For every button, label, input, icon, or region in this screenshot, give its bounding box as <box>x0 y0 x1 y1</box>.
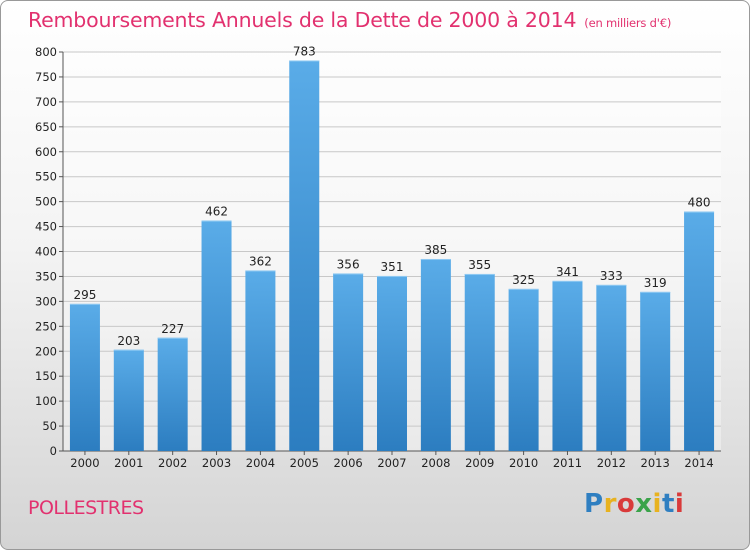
bar-value-label: 341 <box>556 265 579 279</box>
logo-letter: i <box>652 489 662 519</box>
bar <box>377 275 407 451</box>
bar-value-label: 319 <box>644 276 667 290</box>
y-tick-label: 50 <box>42 419 57 433</box>
x-tick-label: 2004 <box>246 456 275 470</box>
y-tick-label: 150 <box>35 369 57 383</box>
bar <box>464 273 495 451</box>
logo-letter: t <box>661 489 675 519</box>
x-tick-label: 2013 <box>641 456 670 470</box>
y-tick-label: 750 <box>35 70 57 84</box>
bar-value-label: 227 <box>161 322 184 336</box>
x-tick-label: 2002 <box>158 456 187 470</box>
town-name: POLLESTRES <box>28 497 144 519</box>
bar-value-label: 333 <box>600 269 623 283</box>
bar-value-label: 203 <box>117 334 140 348</box>
bar <box>333 273 364 451</box>
y-tick-label: 300 <box>35 294 57 308</box>
bar-value-label: 325 <box>512 273 535 287</box>
bar-value-label: 480 <box>688 196 711 210</box>
chart-title: Remboursements Annuels de la Dette de 20… <box>28 8 671 32</box>
y-tick-label: 400 <box>35 245 57 259</box>
bar <box>69 303 100 451</box>
x-tick-label: 2007 <box>377 456 406 470</box>
bar-value-label: 295 <box>73 288 96 302</box>
y-tick-label: 0 <box>50 444 57 458</box>
bar-value-label: 351 <box>381 260 404 274</box>
x-tick-label: 2014 <box>684 456 713 470</box>
y-tick-label: 450 <box>35 220 57 234</box>
y-tick-label: 550 <box>35 170 57 184</box>
y-tick-label: 250 <box>35 319 57 333</box>
y-tick-label: 200 <box>35 344 57 358</box>
y-tick-label: 800 <box>35 45 57 59</box>
y-tick-label: 600 <box>35 145 57 159</box>
bar-value-label: 462 <box>205 205 228 219</box>
x-tick-label: 2000 <box>70 456 99 470</box>
bar <box>245 270 276 451</box>
x-tick-label: 2008 <box>421 456 450 470</box>
y-tick-label: 650 <box>35 120 57 134</box>
bar <box>552 280 583 451</box>
bar <box>113 349 144 451</box>
x-tick-label: 2010 <box>509 456 538 470</box>
bar-value-label: 355 <box>468 258 491 272</box>
proxiti-logo[interactable]: Proxiti <box>584 489 684 519</box>
bar <box>596 284 627 451</box>
x-tick-label: 2009 <box>465 456 494 470</box>
bar <box>157 337 188 451</box>
bar <box>289 60 320 451</box>
y-tick-label: 500 <box>35 195 57 209</box>
logo-letter: o <box>616 489 636 519</box>
bar <box>684 211 715 451</box>
logo-letter: r <box>603 489 617 519</box>
bar-value-label: 362 <box>249 254 272 268</box>
bar <box>640 291 671 451</box>
bar-value-label: 783 <box>293 44 316 58</box>
x-tick-label: 2003 <box>202 456 231 470</box>
bar <box>508 288 539 451</box>
y-tick-label: 350 <box>35 269 57 283</box>
logo-letter: P <box>584 489 604 519</box>
x-tick-label: 2005 <box>290 456 319 470</box>
y-tick-label: 100 <box>35 394 57 408</box>
x-tick-label: 2001 <box>114 456 143 470</box>
x-tick-label: 2011 <box>553 456 582 470</box>
chart-subtitle: (en milliers d'€) <box>584 16 672 30</box>
bar-value-label: 385 <box>424 243 447 257</box>
logo-letter: i <box>674 489 685 519</box>
bar <box>201 220 232 451</box>
x-tick-label: 2012 <box>597 456 626 470</box>
chart-title-text: Remboursements Annuels de la Dette de 20… <box>28 8 577 32</box>
x-tick-label: 2006 <box>333 456 362 470</box>
logo-letter: x <box>635 489 653 519</box>
y-tick-label: 700 <box>35 95 57 109</box>
bar-value-label: 356 <box>337 257 360 271</box>
bar <box>420 258 451 451</box>
